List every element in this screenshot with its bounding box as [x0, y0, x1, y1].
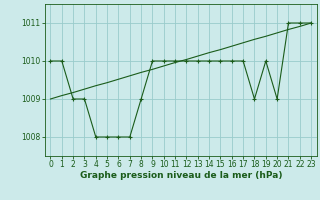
X-axis label: Graphe pression niveau de la mer (hPa): Graphe pression niveau de la mer (hPa) [80, 171, 282, 180]
